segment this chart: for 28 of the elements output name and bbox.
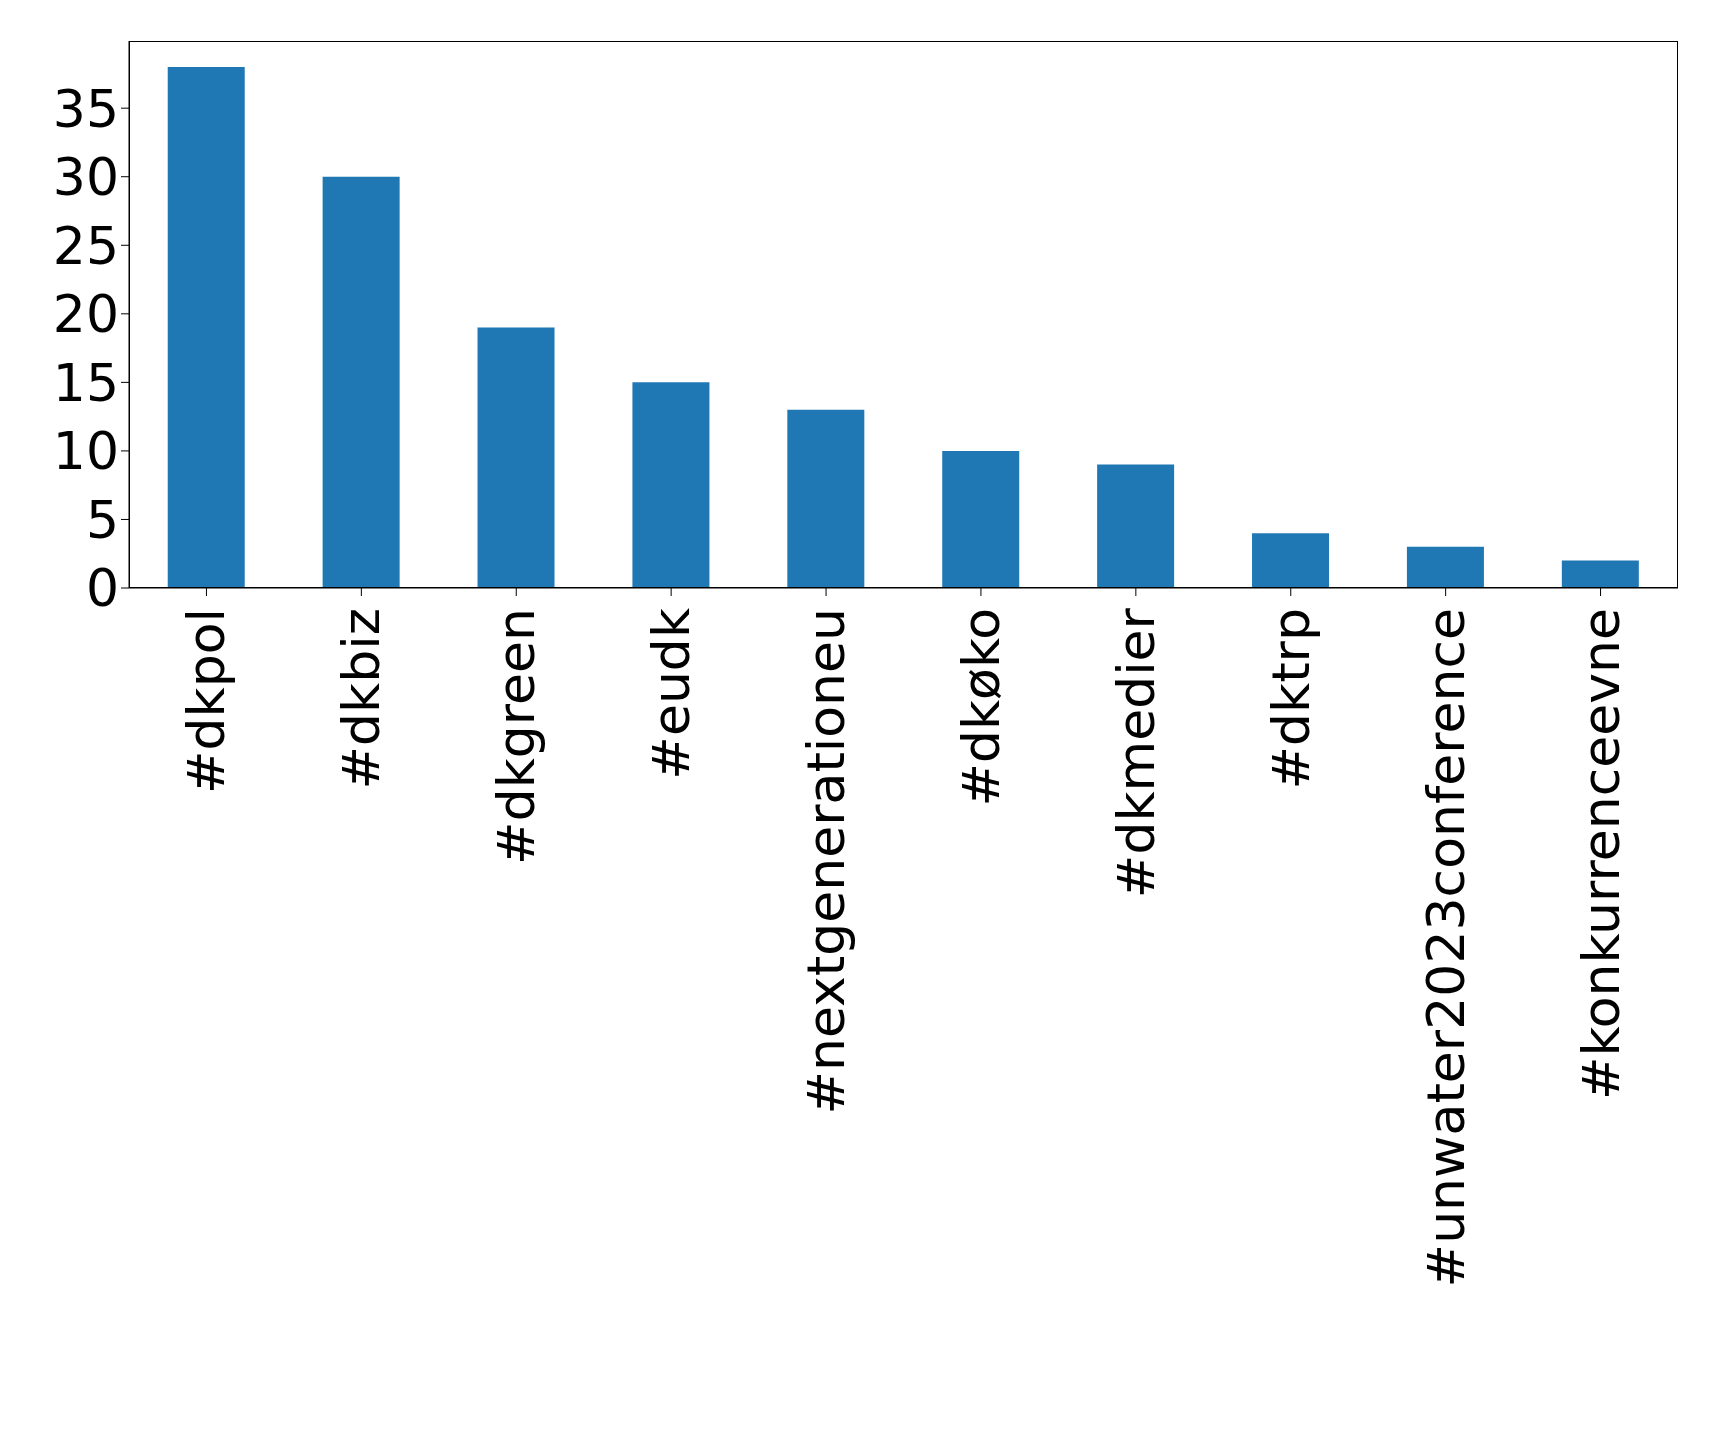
- bar: [632, 382, 710, 588]
- y-tick-label: 0: [85, 558, 119, 619]
- bar: [787, 409, 865, 588]
- x-tick-label: #dktrp: [1260, 608, 1321, 790]
- y-tick-label: 35: [52, 78, 119, 139]
- y-tick-label: 30: [52, 147, 119, 208]
- x-tick-label: #dkgreen: [486, 608, 547, 865]
- x-tick-label: #konkurrenceevne: [1570, 608, 1631, 1101]
- x-tick-label: #nextgenerationeu: [796, 608, 857, 1115]
- y-tick-label: 20: [52, 284, 119, 345]
- bar: [167, 67, 245, 588]
- bar: [1097, 464, 1175, 588]
- y-tick-label: 15: [52, 352, 119, 413]
- x-tick-label: #dkbiz: [331, 608, 392, 790]
- bar: [477, 327, 555, 588]
- bar: [322, 176, 400, 588]
- y-tick-label: 5: [85, 489, 119, 550]
- y-tick-label: 10: [52, 421, 119, 482]
- x-tick-label: #unwater2023conference: [1415, 608, 1476, 1288]
- x-tick-label: #dkøko: [950, 608, 1011, 807]
- x-tick-label: #eudk: [641, 608, 702, 780]
- bar: [1252, 533, 1330, 588]
- bar: [1561, 560, 1639, 588]
- x-tick-label: #dkpol: [176, 608, 237, 794]
- bar: [1406, 546, 1484, 588]
- y-tick-label: 25: [52, 215, 119, 276]
- x-tick-label: #dkmedier: [1105, 607, 1166, 899]
- bar: [942, 450, 1020, 588]
